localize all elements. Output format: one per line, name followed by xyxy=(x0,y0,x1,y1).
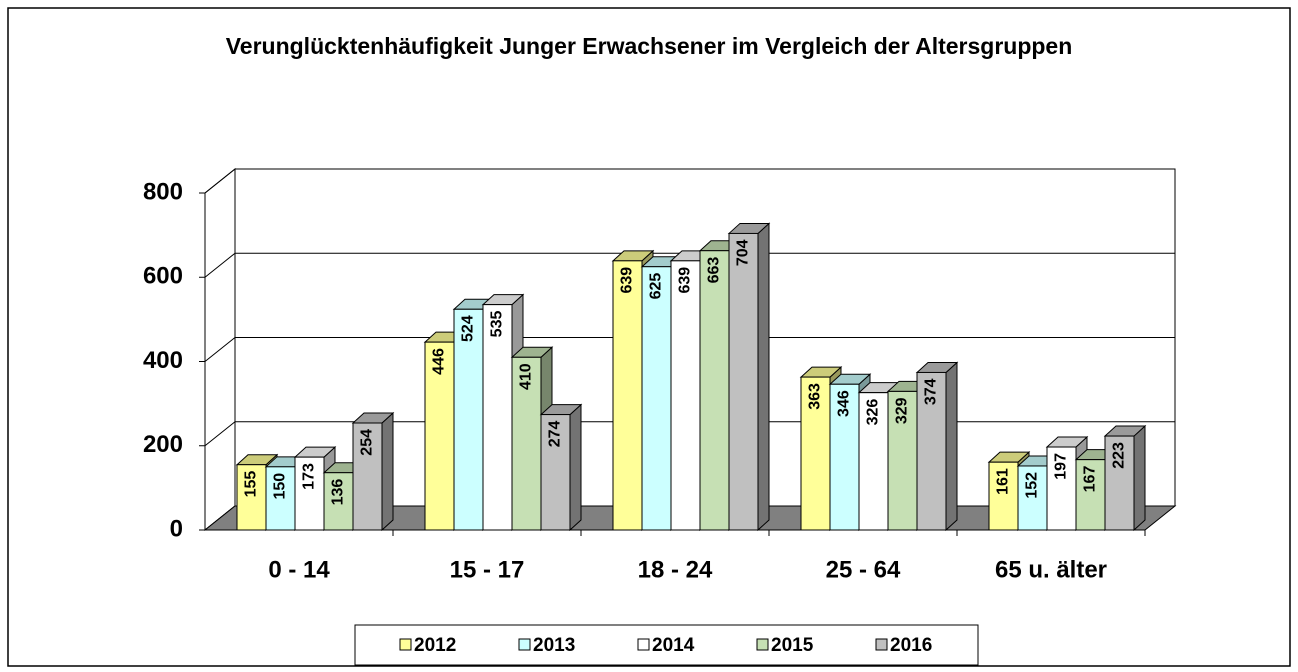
legend-swatch xyxy=(518,638,531,651)
data-label: 167 xyxy=(1082,466,1099,493)
y-tick-label: 400 xyxy=(143,347,183,374)
x-tick-label: 15 - 17 xyxy=(450,556,525,583)
data-label: 704 xyxy=(735,239,752,266)
legend-swatch xyxy=(875,638,888,651)
data-label: 155 xyxy=(243,471,260,498)
data-label: 410 xyxy=(518,363,535,390)
bar xyxy=(641,266,672,531)
data-label: 150 xyxy=(272,473,289,500)
bar-side xyxy=(945,361,958,532)
bar xyxy=(612,260,643,531)
data-label: 446 xyxy=(431,348,448,375)
data-label: 535 xyxy=(489,311,506,338)
data-label: 363 xyxy=(807,383,824,410)
data-label: 524 xyxy=(460,315,477,342)
legend-label: 2014 xyxy=(652,635,695,656)
data-label: 326 xyxy=(865,399,882,426)
grid-line xyxy=(204,168,236,194)
legend-label: 2013 xyxy=(533,635,575,656)
bar xyxy=(540,414,571,531)
grid-line xyxy=(204,252,236,278)
legend-label: 2016 xyxy=(890,635,932,656)
bar xyxy=(988,461,1019,531)
bar xyxy=(858,392,889,531)
bar-side xyxy=(757,222,770,532)
bar xyxy=(1104,435,1135,531)
data-label: 223 xyxy=(1111,442,1128,469)
bar xyxy=(323,472,354,531)
legend-label: 2012 xyxy=(414,635,456,656)
bar xyxy=(800,376,831,531)
data-label: 274 xyxy=(547,420,564,447)
legend-swatch xyxy=(399,638,412,651)
data-label: 329 xyxy=(894,397,911,424)
data-label: 254 xyxy=(359,429,376,456)
data-label: 197 xyxy=(1053,453,1070,480)
legend-swatch xyxy=(637,638,650,651)
bar xyxy=(352,422,383,531)
bar xyxy=(887,390,918,531)
x-tick-label: 65 u. älter xyxy=(995,556,1107,583)
bar xyxy=(453,308,484,531)
chart-border xyxy=(7,7,1291,667)
bar xyxy=(916,371,947,531)
grid-line xyxy=(204,337,236,362)
data-label: 639 xyxy=(677,267,694,294)
data-label: 663 xyxy=(706,257,723,284)
x-tick-label: 25 - 64 xyxy=(826,556,901,583)
y-tick-label: 200 xyxy=(143,431,183,458)
bar xyxy=(1075,459,1106,531)
bar-side xyxy=(381,411,394,532)
data-label: 639 xyxy=(619,267,636,294)
y-tick-label: 800 xyxy=(143,178,183,205)
bar xyxy=(670,260,701,531)
bar xyxy=(1017,465,1048,531)
bar xyxy=(699,250,730,531)
bar xyxy=(511,356,542,531)
bar xyxy=(1046,446,1077,531)
x-tick-label: 0 - 14 xyxy=(268,556,330,583)
legend xyxy=(354,624,979,666)
bar-side xyxy=(569,403,582,532)
bar xyxy=(728,232,759,531)
data-label: 625 xyxy=(648,273,665,300)
grid-line xyxy=(204,421,236,447)
bar xyxy=(482,304,513,531)
bar xyxy=(424,341,455,531)
legend-swatch xyxy=(756,638,769,651)
y-tick-label: 0 xyxy=(170,515,183,542)
data-label: 152 xyxy=(1024,472,1041,499)
bar xyxy=(294,456,325,531)
data-label: 173 xyxy=(301,463,318,490)
data-label: 346 xyxy=(836,390,853,417)
bar-side xyxy=(1133,424,1146,532)
legend-label: 2015 xyxy=(771,635,814,656)
data-label: 374 xyxy=(923,378,940,405)
x-tick-label: 18 - 24 xyxy=(638,556,713,583)
data-label: 136 xyxy=(330,479,347,506)
chart-title: Verunglücktenhäufigkeit Junger Erwachsen… xyxy=(225,33,1073,59)
y-tick-label: 600 xyxy=(143,263,183,290)
data-label: 161 xyxy=(995,468,1012,495)
